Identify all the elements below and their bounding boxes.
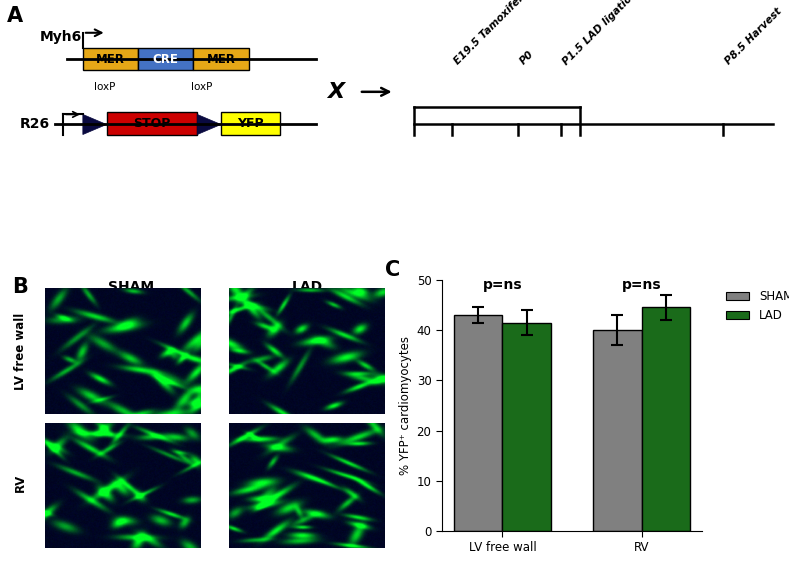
Bar: [503, 323, 552, 531]
FancyBboxPatch shape: [138, 48, 193, 70]
Text: P8.5 Harvest: P8.5 Harvest: [723, 6, 783, 67]
Text: SHAM: SHAM: [108, 280, 154, 294]
Text: B: B: [12, 277, 28, 297]
FancyBboxPatch shape: [193, 48, 249, 70]
Polygon shape: [197, 114, 221, 135]
Text: LAD: LAD: [292, 280, 323, 294]
Text: P1.5 LAD ligation: P1.5 LAD ligation: [561, 0, 639, 67]
Y-axis label: % YFP⁺ cardiomyocytes: % YFP⁺ cardiomyocytes: [399, 336, 413, 475]
Text: R26: R26: [20, 118, 50, 131]
FancyBboxPatch shape: [107, 112, 197, 135]
Bar: [454, 315, 503, 531]
Text: P0: P0: [518, 49, 536, 67]
Text: STOP: STOP: [133, 116, 170, 130]
Legend: SHAM, LAD: SHAM, LAD: [721, 286, 789, 327]
Text: CRE: CRE: [153, 53, 178, 66]
Text: MER: MER: [96, 53, 125, 66]
Bar: [641, 307, 690, 531]
Text: X: X: [327, 82, 344, 102]
Text: C: C: [384, 260, 400, 280]
Text: loxP: loxP: [94, 82, 115, 92]
FancyBboxPatch shape: [83, 48, 138, 70]
Text: YFP: YFP: [237, 116, 264, 130]
Text: MER: MER: [207, 53, 235, 66]
Text: p=ns: p=ns: [483, 278, 522, 292]
FancyBboxPatch shape: [221, 112, 280, 135]
Text: p=ns: p=ns: [622, 278, 661, 292]
Text: loxP: loxP: [190, 82, 212, 92]
Text: RV: RV: [13, 473, 27, 492]
Text: A: A: [7, 6, 23, 26]
Bar: [593, 330, 641, 531]
Text: LV free wall: LV free wall: [13, 312, 27, 390]
Polygon shape: [83, 114, 107, 135]
Text: E19.5 Tamoxifen: E19.5 Tamoxifen: [452, 0, 528, 67]
Text: Myh6: Myh6: [39, 30, 82, 43]
